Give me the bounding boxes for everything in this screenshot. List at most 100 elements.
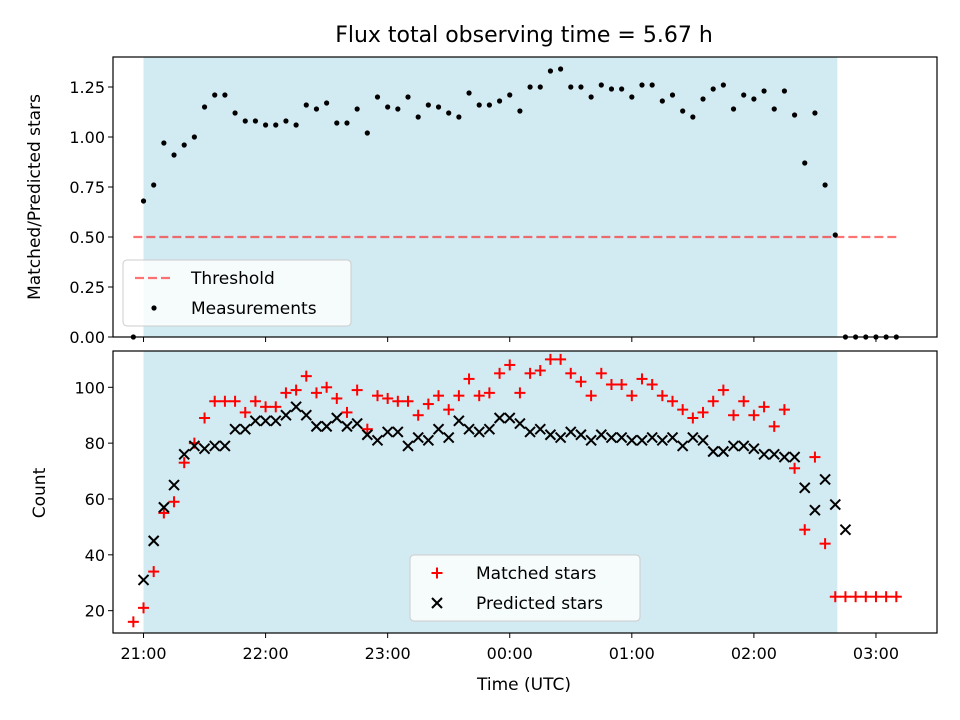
top-panel: 0.00 0.25 0.50 0.75 1.00 1.25 Threshold Measure… bbox=[69, 56, 938, 347]
predicted-star-stroke-b bbox=[544, 429, 557, 441]
predicted-star-point bbox=[778, 451, 791, 463]
measurement-point bbox=[456, 114, 462, 120]
predicted-star-point bbox=[209, 440, 221, 452]
matched-star-point bbox=[382, 392, 394, 404]
predicted-star-point bbox=[524, 426, 536, 438]
measurement-point bbox=[161, 140, 167, 146]
measurement-point bbox=[303, 102, 309, 108]
measurement-point bbox=[212, 92, 218, 98]
predicted-star-stroke-b bbox=[605, 431, 618, 444]
predicted-star-stroke-b bbox=[626, 434, 638, 447]
predicted-star-point bbox=[738, 440, 750, 452]
top-y-tick-label: 0.25 bbox=[69, 278, 105, 297]
matched-star-point bbox=[331, 392, 343, 404]
predicted-star-stroke-b bbox=[239, 423, 251, 435]
predicted-star-point bbox=[178, 448, 190, 461]
measurement-point bbox=[496, 98, 503, 104]
legend-label-matched: Matched stars bbox=[476, 564, 596, 584]
predicted-star-point bbox=[402, 440, 414, 452]
predicted-star-point bbox=[219, 440, 231, 452]
matched-star-point bbox=[158, 507, 170, 519]
measurement-point bbox=[598, 82, 604, 88]
x-tick-label: 22:00 bbox=[243, 644, 289, 663]
predicted-star-point bbox=[188, 440, 201, 452]
predicted-star-stroke-b bbox=[727, 440, 740, 452]
matched-star-point bbox=[260, 401, 272, 413]
predicted-star-point bbox=[422, 434, 435, 447]
bottom-y-tick-label: 40 bbox=[85, 546, 105, 565]
matched-star-point bbox=[758, 401, 770, 413]
predicted-star-stroke-b bbox=[341, 420, 353, 433]
measurement-point bbox=[222, 92, 228, 98]
measurement-point bbox=[425, 102, 431, 108]
predicted-star-stroke-b bbox=[259, 415, 272, 427]
matched-star-point bbox=[280, 387, 292, 399]
measurement-point bbox=[242, 118, 248, 124]
matched-star-point bbox=[809, 451, 821, 463]
predicted-star-point bbox=[687, 431, 699, 444]
predicted-star-point bbox=[473, 426, 485, 438]
chart-title: Flux total observing time = 5.67 h bbox=[335, 23, 713, 48]
predicted-star-point bbox=[341, 420, 353, 433]
predicted-star-point bbox=[280, 409, 292, 421]
predicted-star-point bbox=[514, 417, 526, 430]
predicted-star-point bbox=[839, 523, 852, 536]
predicted-star-point bbox=[381, 426, 394, 438]
predicted-star-stroke-b bbox=[432, 423, 445, 435]
predicted-star-stroke-b bbox=[554, 431, 567, 444]
legend-predicted-swatch-b bbox=[431, 597, 443, 609]
matched-star-point bbox=[127, 616, 139, 628]
predicted-star-point bbox=[504, 412, 516, 424]
bottom-panel: 20 40 60 80 100 21:00 22:00 23:00 00:00 01:00 02:0… bbox=[74, 350, 938, 663]
predicted-star-stroke-b bbox=[249, 415, 262, 427]
measurement-point bbox=[822, 182, 828, 188]
predicted-star-point bbox=[331, 412, 343, 424]
matched-star-point bbox=[860, 591, 872, 603]
predicted-star-stroke-b bbox=[585, 434, 597, 447]
predicted-star-stroke-b bbox=[300, 409, 312, 421]
measurement-point bbox=[751, 96, 757, 102]
matched-star-point bbox=[789, 462, 801, 474]
predicted-star-point bbox=[442, 431, 455, 444]
predicted-star-stroke-b bbox=[422, 434, 435, 447]
measurement-point bbox=[354, 106, 360, 112]
predicted-star-point bbox=[198, 443, 211, 455]
matched-star-point bbox=[443, 404, 455, 416]
predicted-star-stroke-b bbox=[615, 431, 628, 444]
matched-star-point bbox=[300, 370, 312, 382]
measurement-point bbox=[364, 130, 370, 136]
matched-star-point bbox=[138, 602, 150, 614]
measurement-point bbox=[761, 88, 767, 94]
predicted-star-point bbox=[575, 429, 587, 441]
matched-star-point bbox=[555, 353, 567, 365]
measurement-point bbox=[374, 94, 381, 100]
top-y-tick-label: 0.00 bbox=[69, 328, 105, 347]
predicted-star-stroke-b bbox=[809, 504, 821, 516]
measurement-point bbox=[700, 96, 706, 102]
bottom-y-axis-label: Count bbox=[30, 467, 50, 518]
legend-label-threshold: Threshold bbox=[190, 269, 275, 289]
predicted-star-stroke-b bbox=[473, 426, 485, 438]
matched-star-point bbox=[850, 591, 862, 603]
legend-label-predicted: Predicted stars bbox=[476, 594, 603, 614]
predicted-star-point bbox=[310, 420, 323, 433]
predicted-star-stroke-b bbox=[331, 412, 343, 424]
matched-star-point bbox=[717, 384, 729, 396]
measurement-point bbox=[812, 110, 818, 116]
predicted-star-point bbox=[371, 434, 384, 447]
matched-star-point bbox=[575, 376, 587, 388]
measurement-point bbox=[171, 152, 177, 158]
predicted-star-stroke-b bbox=[442, 431, 455, 444]
matched-star-point bbox=[768, 420, 780, 432]
predicted-star-stroke-b bbox=[412, 431, 424, 444]
matched-star-point bbox=[778, 404, 790, 416]
matched-star-point bbox=[351, 384, 363, 396]
x-tick-label: 21:00 bbox=[120, 644, 166, 663]
predicted-star-point bbox=[229, 423, 241, 435]
matched-star-point bbox=[494, 367, 506, 379]
predicted-star-point bbox=[656, 434, 669, 447]
matched-star-point bbox=[667, 395, 679, 407]
predicted-star-stroke-b bbox=[493, 412, 506, 424]
top-y-axis-label: Matched/Predicted stars bbox=[25, 94, 45, 300]
matched-star-point bbox=[687, 412, 699, 424]
